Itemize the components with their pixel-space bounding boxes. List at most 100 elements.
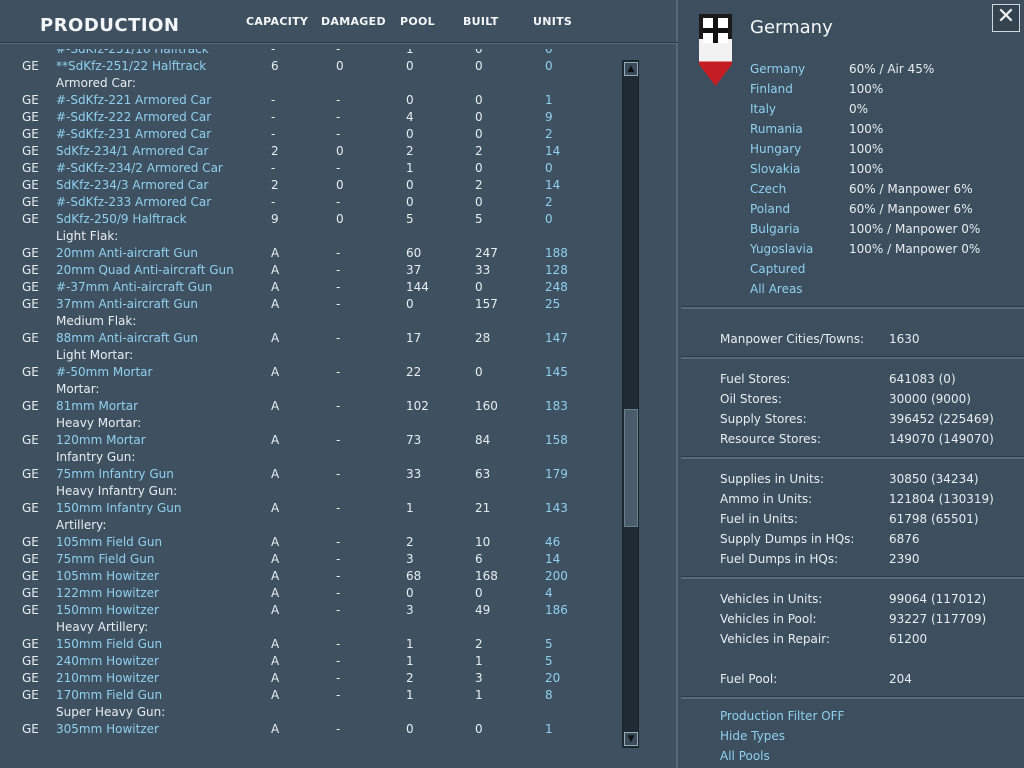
column-header-capacity[interactable]: CAPACITY — [246, 15, 309, 28]
area-link[interactable]: Rumania — [750, 122, 803, 136]
table-row[interactable]: GE 120mm Mortar A - 73 84 158 — [0, 432, 615, 449]
table-row[interactable]: GE 20mm Anti-aircraft Gun A - 60 247 188 — [0, 245, 615, 262]
column-header-pool[interactable]: POOL — [400, 15, 435, 28]
table-row[interactable]: GE 75mm Infantry Gun A - 33 63 179 — [0, 466, 615, 483]
units-cell[interactable]: 9 — [545, 110, 553, 124]
table-row[interactable]: GE 105mm Howitzer A - 68 168 200 — [0, 568, 615, 585]
units-cell[interactable]: 1 — [545, 722, 553, 736]
table-row[interactable]: GE 150mm Howitzer A - 3 49 186 — [0, 602, 615, 619]
table-row[interactable]: GE 150mm Infantry Gun A - 1 21 143 — [0, 500, 615, 517]
units-cell[interactable]: 2 — [545, 195, 553, 209]
table-row[interactable]: GE #-SdKfz-231 Armored Car - - 0 0 2 — [0, 126, 615, 143]
table-row[interactable]: GE 20mm Quad Anti-aircraft Gun A - 37 33 128 — [0, 262, 615, 279]
units-cell[interactable]: 14 — [545, 144, 561, 158]
footer-link[interactable]: Production Filter OFF — [720, 709, 845, 723]
units-cell[interactable]: 0 — [545, 161, 553, 175]
equipment-name-link[interactable]: #-SdKfz-222 Armored Car — [56, 110, 212, 124]
equipment-name-link[interactable]: 150mm Infantry Gun — [56, 501, 182, 515]
units-cell[interactable]: 179 — [545, 467, 568, 481]
units-cell[interactable]: 2 — [545, 127, 553, 141]
table-row[interactable]: GE 37mm Anti-aircraft Gun A - 0 157 25 — [0, 296, 615, 313]
equipment-name-link[interactable]: 75mm Infantry Gun — [56, 467, 174, 481]
scroll-up-button[interactable]: ▲ — [624, 62, 638, 76]
scrollbar-thumb[interactable] — [624, 409, 638, 527]
equipment-name-link[interactable]: SdKfz-250/9 Halftrack — [56, 212, 187, 226]
table-row[interactable]: GE #-SdKfz-222 Armored Car - - 4 0 9 — [0, 109, 615, 126]
units-cell[interactable]: 248 — [545, 280, 568, 294]
table-row[interactable]: GE 170mm Field Gun A - 1 1 8 — [0, 687, 615, 704]
equipment-name-link[interactable]: #-SdKfz-251/16 Halftrack — [56, 49, 209, 56]
equipment-name-link[interactable]: #-SdKfz-231 Armored Car — [56, 127, 212, 141]
units-cell[interactable]: 0 — [545, 49, 553, 56]
equipment-name-link[interactable]: 20mm Anti-aircraft Gun — [56, 246, 198, 260]
table-row[interactable]: GE #-SdKfz-221 Armored Car - - 0 0 1 — [0, 92, 615, 109]
units-cell[interactable]: 186 — [545, 603, 568, 617]
units-cell[interactable]: 145 — [545, 365, 568, 379]
units-cell[interactable]: 25 — [545, 297, 561, 311]
table-row[interactable]: GE 75mm Field Gun A - 3 6 14 — [0, 551, 615, 568]
table-row[interactable]: GE 305mm Howitzer A - 0 0 1 — [0, 721, 615, 738]
equipment-name-link[interactable]: 20mm Quad Anti-aircraft Gun — [56, 263, 234, 277]
table-row[interactable]: GE **SdKfz-251/22 Halftrack 6 0 0 0 0 — [0, 58, 615, 75]
area-link[interactable]: Finland — [750, 82, 793, 96]
equipment-name-link[interactable]: #-SdKfz-233 Armored Car — [56, 195, 212, 209]
scrollbar[interactable]: ▲ ▼ — [622, 60, 639, 748]
table-row[interactable]: GE 240mm Howitzer A - 1 1 5 — [0, 653, 615, 670]
units-cell[interactable]: 14 — [545, 552, 561, 566]
table-row[interactable]: GE #-SdKfz-233 Armored Car - - 0 0 2 — [0, 194, 615, 211]
equipment-name-link[interactable]: SdKfz-234/1 Armored Car — [56, 144, 209, 158]
equipment-name-link[interactable]: 37mm Anti-aircraft Gun — [56, 297, 198, 311]
equipment-name-link[interactable]: 120mm Mortar — [56, 433, 146, 447]
column-header-built[interactable]: BUILT — [463, 15, 499, 28]
area-link[interactable]: Italy — [750, 102, 777, 116]
area-link[interactable]: Hungary — [750, 142, 802, 156]
equipment-name-link[interactable]: #-SdKfz-234/2 Armored Car — [56, 161, 223, 175]
footer-link[interactable]: All Pools — [720, 749, 770, 763]
units-cell[interactable]: 0 — [545, 212, 553, 226]
area-link[interactable]: Slovakia — [750, 162, 801, 176]
units-cell[interactable]: 1 — [545, 93, 553, 107]
table-row[interactable]: GE 81mm Mortar A - 102 160 183 — [0, 398, 615, 415]
equipment-name-link[interactable]: 105mm Field Gun — [56, 535, 163, 549]
units-cell[interactable]: 143 — [545, 501, 568, 515]
equipment-name-link[interactable]: SdKfz-234/3 Armored Car — [56, 178, 209, 192]
units-cell[interactable]: 5 — [545, 637, 553, 651]
area-link[interactable]: Captured — [750, 262, 806, 276]
column-header-units[interactable]: UNITS — [533, 15, 573, 28]
equipment-name-link[interactable]: #-37mm Anti-aircraft Gun — [56, 280, 213, 294]
table-row[interactable]: GE 150mm Field Gun A - 1 2 5 — [0, 636, 615, 653]
equipment-name-link[interactable]: #-SdKfz-221 Armored Car — [56, 93, 212, 107]
table-row[interactable]: GE #-50mm Mortar A - 22 0 145 — [0, 364, 615, 381]
equipment-name-link[interactable]: 105mm Howitzer — [56, 569, 159, 583]
units-cell[interactable]: 147 — [545, 331, 568, 345]
close-button[interactable]: ✕ — [992, 4, 1020, 32]
table-row[interactable]: GE 105mm Field Gun A - 2 10 46 — [0, 534, 615, 551]
units-cell[interactable]: 128 — [545, 263, 568, 277]
equipment-name-link[interactable]: #-50mm Mortar — [56, 365, 153, 379]
area-link[interactable]: Czech — [750, 182, 787, 196]
table-row[interactable]: #-SdKfz-251/16 Halftrack - - 1 0 0 — [0, 49, 615, 58]
table-row[interactable]: GE SdKfz-234/3 Armored Car 2 0 0 2 14 — [0, 177, 615, 194]
equipment-name-link[interactable]: 305mm Howitzer — [56, 722, 159, 736]
equipment-name-link[interactable]: 81mm Mortar — [56, 399, 139, 413]
units-cell[interactable]: 4 — [545, 586, 553, 600]
table-row[interactable]: GE 88mm Anti-aircraft Gun A - 17 28 147 — [0, 330, 615, 347]
area-link[interactable]: Yugoslavia — [750, 242, 814, 256]
units-cell[interactable]: 46 — [545, 535, 561, 549]
table-row[interactable]: GE 210mm Howitzer A - 2 3 20 — [0, 670, 615, 687]
units-cell[interactable]: 200 — [545, 569, 568, 583]
table-row[interactable]: GE SdKfz-250/9 Halftrack 9 0 5 5 0 — [0, 211, 615, 228]
equipment-name-link[interactable]: 170mm Field Gun — [56, 688, 163, 702]
equipment-name-link[interactable]: **SdKfz-251/22 Halftrack — [56, 59, 207, 73]
table-row[interactable]: GE SdKfz-234/1 Armored Car 2 0 2 2 14 — [0, 143, 615, 160]
units-cell[interactable]: 158 — [545, 433, 568, 447]
column-header-damaged[interactable]: DAMAGED — [321, 15, 386, 28]
units-cell[interactable]: 20 — [545, 671, 561, 685]
footer-link[interactable]: Hide Types — [720, 729, 785, 743]
equipment-name-link[interactable]: 75mm Field Gun — [56, 552, 155, 566]
area-link[interactable]: All Areas — [750, 282, 803, 296]
table-row[interactable]: GE #-SdKfz-234/2 Armored Car - - 1 0 0 — [0, 160, 615, 177]
units-cell[interactable]: 5 — [545, 654, 553, 668]
units-cell[interactable]: 14 — [545, 178, 561, 192]
equipment-name-link[interactable]: 150mm Field Gun — [56, 637, 163, 651]
